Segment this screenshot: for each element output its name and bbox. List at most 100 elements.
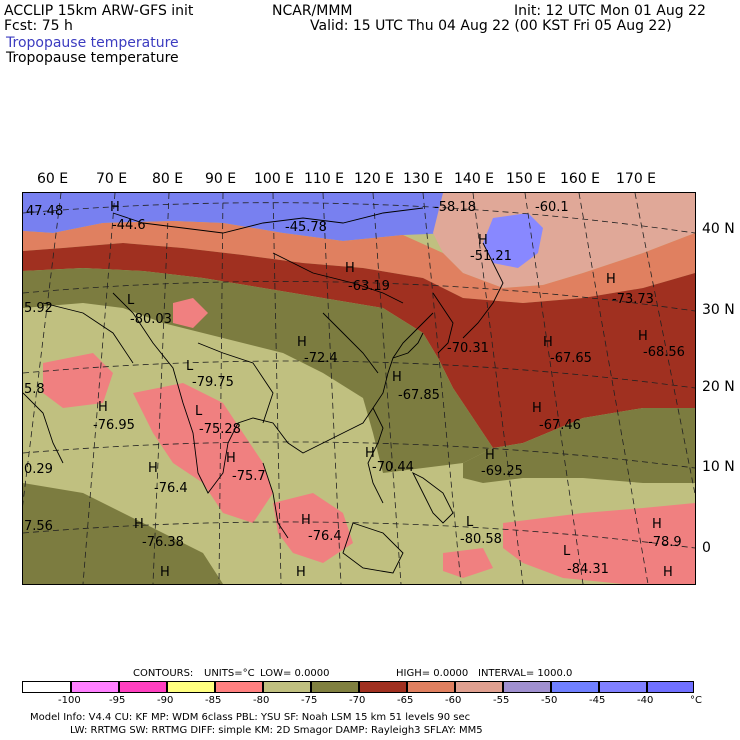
lon-label: 100 E [254, 171, 295, 187]
lon-label: 110 E [304, 171, 345, 187]
lon-label: 120 E [354, 171, 395, 187]
map-point-mark: H [638, 329, 648, 344]
colorbar-swatch [551, 681, 599, 693]
field-title-shaded: Tropopause temperature [6, 35, 179, 51]
colorbar-swatch [599, 681, 647, 693]
map-point-value: -60.1 [535, 200, 569, 215]
map-point-value: 5.92 [24, 301, 53, 316]
colorbar-swatch [503, 681, 551, 693]
map-point-value: -70.44 [372, 460, 414, 475]
contours-label: CONTOURS: [133, 668, 194, 679]
map-point-mark: H [134, 517, 144, 532]
map-point-mark: H [110, 200, 120, 215]
map-point-value: -44.6 [112, 218, 146, 233]
colorbar-swatch [119, 681, 167, 693]
map-point-value: -76.4 [154, 481, 188, 496]
lon-label: 160 E [560, 171, 601, 187]
init-time: Init: 12 UTC Mon 01 Aug 22 [514, 3, 706, 19]
colorbar-label: -70 [349, 695, 366, 706]
map-canvas [23, 193, 695, 584]
map-point-value: -67.85 [398, 388, 440, 403]
map-point-value: -63.19 [348, 279, 390, 294]
map-point-value: -79.75 [192, 375, 234, 390]
map-point-mark: H [98, 400, 108, 415]
colorbar-label: -75 [301, 695, 318, 706]
map-point-value: 47.48 [26, 204, 64, 219]
colorbar-swatch [263, 681, 311, 693]
interval-label: INTERVAL= 1000.0 [478, 668, 573, 679]
lat-label: 20 N [702, 379, 735, 395]
tropopause-temperature-map [22, 192, 696, 585]
lon-label: 130 E [403, 171, 444, 187]
colorbar-label: -65 [397, 695, 414, 706]
map-point-mark: H [392, 370, 402, 385]
valid-time: Valid: 15 UTC Thu 04 Aug 22 (00 KST Fri … [310, 18, 672, 34]
colorbar-swatch [455, 681, 503, 693]
map-point-value: -72.4 [304, 351, 338, 366]
map-point-value: -67.65 [550, 351, 592, 366]
map-point-mark: H [606, 272, 616, 287]
model-title: ACCLIP 15km ARW-GFS init [4, 3, 194, 19]
map-point-mark: L [186, 359, 194, 374]
lon-label: 60 E [37, 171, 69, 187]
lat-label: 10 N [702, 459, 735, 475]
colorbar-swatch [215, 681, 263, 693]
lon-label: 80 E [152, 171, 184, 187]
map-point-mark: H [365, 446, 375, 461]
colorbar-label: -60 [445, 695, 462, 706]
lat-label: 40 N [702, 221, 735, 237]
map-point-mark: L [127, 293, 135, 308]
colorbar-swatch [647, 681, 694, 693]
center-label: NCAR/MMM [272, 3, 353, 19]
lon-label: 70 E [96, 171, 128, 187]
map-point-value: -78.9 [648, 535, 682, 550]
map-point-value: -58.18 [434, 200, 476, 215]
lon-label: 170 E [616, 171, 657, 187]
colorbar-swatch [167, 681, 215, 693]
map-point-value: -67.46 [539, 418, 581, 433]
colorbar-swatch [311, 681, 359, 693]
map-point-value: 0.29 [24, 462, 53, 477]
map-point-value: 5.8 [24, 382, 45, 397]
field-title-contour: Tropopause temperature [6, 50, 179, 66]
colorbar-label: -95 [109, 695, 126, 706]
colorbar-label: -85 [205, 695, 222, 706]
model-info-line1: Model Info: V4.4 CU: KF MP: WDM 6class P… [30, 712, 471, 723]
map-point-mark: L [195, 404, 203, 419]
colorbar-swatch [71, 681, 119, 693]
map-point-value: -73.73 [612, 292, 654, 307]
lat-label: 30 N [702, 302, 735, 318]
map-point-value: -80.03 [130, 312, 172, 327]
map-point-value: -69.25 [481, 464, 523, 479]
lon-label: 150 E [506, 171, 547, 187]
map-point-value: -70.31 [447, 341, 489, 356]
colorbar-label: -45 [589, 695, 606, 706]
map-point-mark: H [160, 565, 170, 580]
colorbar-unit: °C [690, 695, 702, 706]
map-point-mark: H [226, 451, 236, 466]
map-point-mark: H [296, 565, 306, 580]
map-point-mark: H [652, 517, 662, 532]
colorbar-label: -55 [493, 695, 510, 706]
map-point-mark: H [532, 401, 542, 416]
map-point-mark: L [466, 515, 474, 530]
lon-label: 90 E [205, 171, 237, 187]
units-label: UNITS=°C [204, 668, 255, 679]
map-point-value: -76.95 [93, 418, 135, 433]
map-point-mark: H [297, 335, 307, 350]
colorbar-label: -40 [637, 695, 654, 706]
map-point-value: -51.21 [470, 249, 512, 264]
colorbar-swatch [407, 681, 455, 693]
map-point-value: -76.38 [142, 535, 184, 550]
map-point-value: -45.78 [285, 220, 327, 235]
map-point-value: -76.4 [308, 529, 342, 544]
colorbar-label: -90 [157, 695, 174, 706]
map-point-mark: H [478, 233, 488, 248]
map-point-mark: H [301, 513, 311, 528]
colorbar-swatch [22, 681, 71, 693]
map-point-mark: L [563, 544, 571, 559]
colorbar-label: -50 [541, 695, 558, 706]
colorbar-swatch [359, 681, 407, 693]
forecast-hour: Fcst: 75 h [4, 18, 73, 34]
colorbar-label: -100 [58, 695, 81, 706]
